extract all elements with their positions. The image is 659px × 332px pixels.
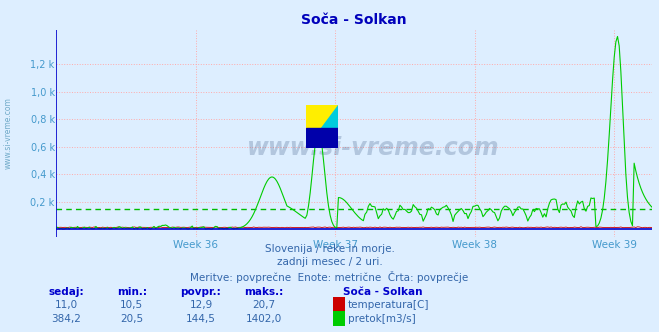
- Title: Soča - Solkan: Soča - Solkan: [301, 13, 407, 27]
- Text: min.:: min.:: [117, 287, 147, 297]
- Text: maks.:: maks.:: [244, 287, 283, 297]
- Text: pretok[m3/s]: pretok[m3/s]: [348, 314, 416, 324]
- Text: 1402,0: 1402,0: [245, 314, 282, 324]
- Polygon shape: [306, 105, 338, 148]
- Text: 384,2: 384,2: [51, 314, 81, 324]
- Text: sedaj:: sedaj:: [48, 287, 84, 297]
- Text: Slovenija / reke in morje.: Slovenija / reke in morje.: [264, 244, 395, 254]
- Text: 20,5: 20,5: [120, 314, 144, 324]
- Text: 144,5: 144,5: [186, 314, 216, 324]
- Text: 10,5: 10,5: [120, 300, 144, 310]
- Text: Soča - Solkan: Soča - Solkan: [343, 287, 422, 297]
- Text: www.si-vreme.com: www.si-vreme.com: [247, 136, 500, 160]
- Text: zadnji mesec / 2 uri.: zadnji mesec / 2 uri.: [277, 257, 382, 267]
- Polygon shape: [306, 128, 338, 148]
- Text: 12,9: 12,9: [189, 300, 213, 310]
- Text: 20,7: 20,7: [252, 300, 275, 310]
- Polygon shape: [306, 105, 338, 148]
- Text: Meritve: povprečne  Enote: metrične  Črta: povprečje: Meritve: povprečne Enote: metrične Črta:…: [190, 271, 469, 283]
- Text: www.si-vreme.com: www.si-vreme.com: [4, 97, 13, 169]
- Text: temperatura[C]: temperatura[C]: [348, 300, 430, 310]
- Text: povpr.:: povpr.:: [181, 287, 221, 297]
- Text: 11,0: 11,0: [54, 300, 78, 310]
